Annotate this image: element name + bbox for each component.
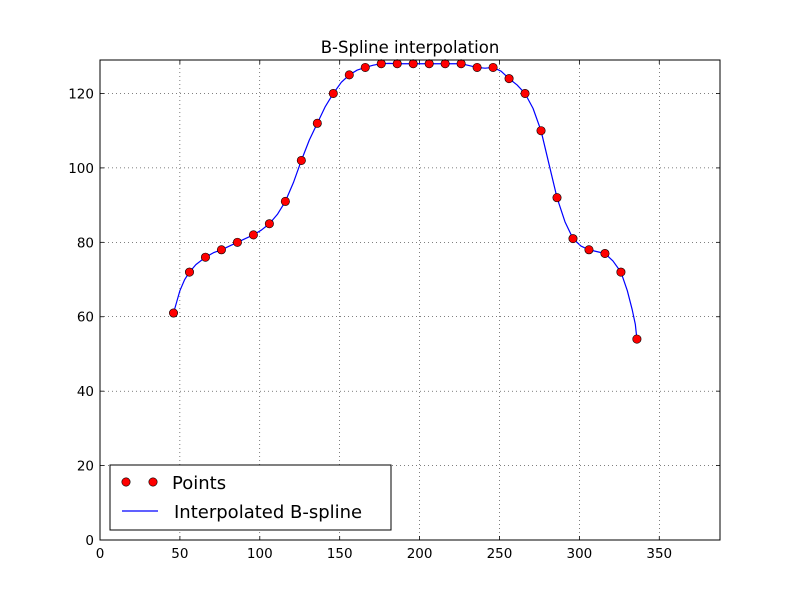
axis-ticks: 0 50 100 150 200 250 300 350 0 20 40 60 80 100 120: [68, 60, 720, 562]
y-tick-label: 20: [77, 459, 94, 475]
data-point: [424, 59, 434, 69]
chart-title: B-Spline interpolation: [321, 38, 500, 57]
data-point: [248, 230, 258, 240]
x-tick-label: 100: [247, 546, 273, 562]
data-point: [488, 62, 498, 72]
plot-frame: [99, 59, 721, 541]
data-point: [200, 252, 210, 262]
y-tick-label: 120: [68, 86, 94, 102]
x-tick-label: 200: [407, 546, 433, 562]
data-point: [584, 245, 594, 255]
data-point: [552, 193, 562, 203]
x-tick-label: 50: [171, 546, 188, 562]
data-point: [264, 219, 274, 229]
x-tick-label: 0: [96, 546, 105, 562]
legend-points-marker-right: [148, 477, 158, 487]
data-point: [472, 62, 482, 72]
data-point: [184, 267, 194, 277]
data-point: [392, 59, 402, 69]
x-tick-label: 300: [566, 546, 592, 562]
x-tick-label: 250: [487, 546, 513, 562]
data-point: [600, 248, 610, 258]
y-tick-label: 0: [85, 533, 94, 549]
data-point: [616, 267, 626, 277]
x-tick-label: 350: [646, 546, 672, 562]
y-tick-label: 80: [77, 235, 94, 251]
data-point: [216, 245, 226, 255]
data-point: [456, 59, 466, 69]
data-point: [344, 70, 354, 80]
data-point: [169, 308, 179, 318]
legend-label-points: Points: [172, 473, 226, 494]
plot-area: [100, 60, 720, 540]
data-point: [536, 126, 546, 136]
legend-box: [109, 464, 392, 531]
grid: [100, 60, 720, 540]
legend-label-spline: Interpolated B-spline: [174, 502, 362, 523]
data-point: [440, 59, 450, 69]
x-tick-label: 150: [327, 546, 353, 562]
data-point: [376, 59, 386, 69]
data-point: [632, 334, 642, 344]
data-point: [568, 234, 578, 244]
data-point: [232, 237, 242, 247]
data-point: [408, 59, 418, 69]
point-series-layer: [169, 59, 642, 344]
legend-points-marker-left: [121, 477, 131, 487]
y-tick-label: 40: [77, 384, 94, 400]
y-tick-label: 60: [77, 310, 94, 326]
y-tick-label: 100: [68, 161, 94, 177]
data-point: [296, 155, 306, 165]
data-point: [520, 88, 530, 98]
data-point: [312, 118, 322, 128]
data-point: [280, 196, 290, 206]
legend: Points Interpolated B-spline: [109, 464, 392, 531]
data-point: [360, 62, 370, 72]
data-point: [328, 88, 338, 98]
data-point: [504, 74, 514, 84]
